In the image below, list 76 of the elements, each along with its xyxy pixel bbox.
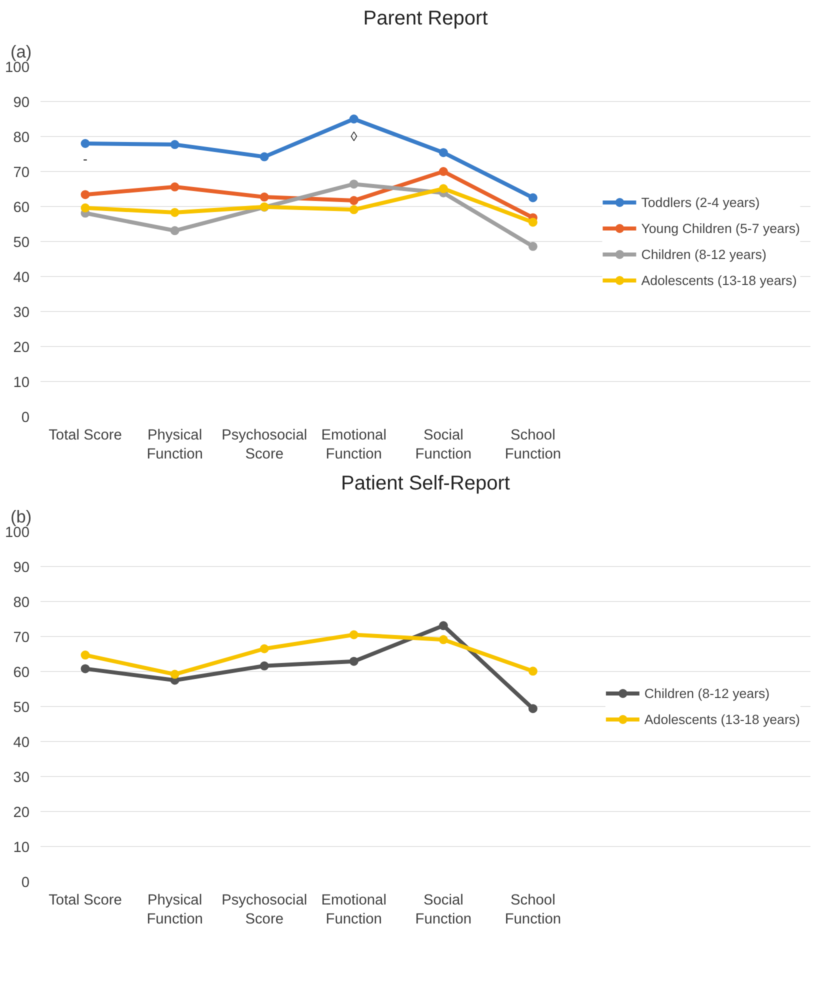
y-tick-label: 30 [13, 305, 30, 321]
x-tick-label: Emotional Function [321, 428, 386, 463]
point [528, 666, 538, 676]
x-tick-label: Total Score [48, 428, 122, 444]
y-tick-label: 90 [13, 560, 30, 576]
point [528, 218, 538, 227]
x-tick-label: School Function [504, 892, 562, 928]
annotation: - [83, 152, 88, 166]
point [438, 635, 448, 644]
y-tick-label: 20 [13, 340, 30, 356]
y-tick-label: 0 [21, 875, 30, 891]
x-tick-label: Physical Function [146, 892, 203, 928]
text: (b) [10, 506, 32, 526]
legend-label: Adolescents (13-18 years) [641, 272, 797, 288]
annotation: ◊ [350, 129, 358, 144]
point [170, 140, 180, 150]
y-tick-label: 80 [13, 595, 30, 611]
point [80, 139, 90, 148]
x-tick-label: Psychosocial Score [222, 892, 308, 928]
x-tick-label: Physical Function [146, 428, 203, 463]
legend-label: Children (8-12 years) [644, 686, 770, 700]
y-tick-label: 80 [13, 130, 30, 146]
x-tick-label: Social Function [415, 892, 472, 928]
chart-title: Parent Report [363, 8, 488, 30]
x-tick-label: School Function [504, 428, 562, 463]
y-tick-label: 50 [13, 235, 30, 251]
y-tick-label: 40 [13, 735, 30, 751]
y-tick-label: 20 [13, 805, 30, 821]
y-tick-label: 90 [13, 95, 30, 111]
y-tick-label: 40 [13, 270, 30, 286]
legend-label: Young Children (5-7 years) [641, 220, 800, 236]
x-tick-label: Psychosocial Score [222, 428, 308, 463]
y-tick-label: 100 [5, 60, 30, 76]
point [260, 152, 269, 162]
x-tick-label: Emotional Function [321, 892, 386, 928]
legend-label: Children (8-12 years) [641, 246, 766, 262]
point [349, 630, 358, 640]
y-tick-label: 60 [13, 665, 30, 681]
point [170, 182, 180, 192]
legend-label: Toddlers (2-4 years) [641, 194, 760, 210]
point [438, 184, 448, 194]
chart-title: Patient Self-Report [341, 472, 510, 494]
point [349, 205, 358, 214]
point [80, 664, 90, 674]
point [438, 621, 448, 630]
point [260, 661, 269, 670]
point [438, 148, 448, 158]
x-tick-label: Total Score [48, 892, 122, 908]
point [438, 167, 448, 176]
legend-label: Adolescents (13-18 years) [644, 712, 800, 726]
y-tick-label: 60 [13, 200, 30, 216]
point [170, 226, 180, 236]
point [170, 670, 180, 679]
point [528, 193, 538, 202]
text: (a) [10, 42, 32, 62]
y-tick-label: 70 [13, 630, 30, 646]
y-tick-label: 0 [21, 410, 30, 426]
point [170, 208, 180, 217]
point [349, 114, 358, 124]
y-tick-label: 100 [5, 525, 30, 541]
point [528, 242, 538, 251]
point [80, 190, 90, 200]
point [80, 203, 90, 212]
y-tick-label: 10 [13, 840, 30, 856]
point [349, 180, 358, 189]
y-tick-label: 30 [13, 770, 30, 786]
point [80, 650, 90, 660]
point [528, 704, 538, 714]
x-tick-label: Social Function [415, 428, 472, 463]
y-tick-label: 70 [13, 165, 30, 181]
y-tick-label: 50 [13, 700, 30, 716]
y-tick-label: 10 [13, 375, 30, 391]
point [260, 192, 269, 202]
point [349, 196, 358, 206]
point [260, 644, 269, 654]
point [349, 656, 358, 666]
